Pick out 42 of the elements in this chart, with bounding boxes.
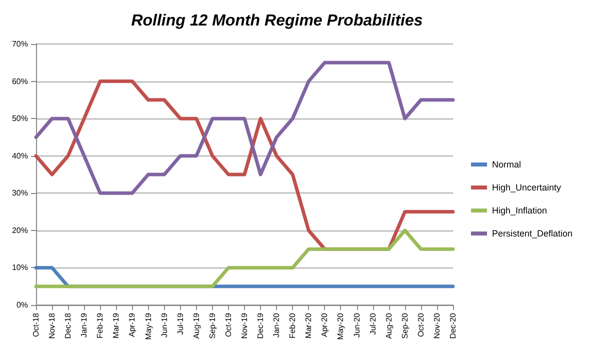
x-tick-label: Mar-19 xyxy=(112,312,121,338)
y-tick-label: 50% xyxy=(12,114,28,124)
x-tick-label: Jan-20 xyxy=(272,312,282,338)
x-tick-label: Oct-19 xyxy=(224,312,233,338)
x-tick-label: Dec-18 xyxy=(64,312,73,339)
x-tick-label: Sep-20 xyxy=(400,312,410,339)
x-tick-label: Nov-20 xyxy=(432,312,442,339)
y-tick-label: 70% xyxy=(12,40,28,48)
x-tick-label: Jul-19 xyxy=(176,312,185,335)
x-tick-label: Mar-20 xyxy=(304,312,314,338)
x-tick-label: Jun-19 xyxy=(160,312,169,338)
x-tick-label: Aug-19 xyxy=(192,312,201,339)
x-tick-label: Apr-19 xyxy=(128,312,137,338)
x-tick-label: Sep-19 xyxy=(208,312,217,339)
x-tick-label: Jul-20 xyxy=(368,312,378,335)
y-tick-label: 30% xyxy=(12,188,28,198)
legend-label: Persistent_Deflation xyxy=(492,228,573,238)
legend-label: High_Inflation xyxy=(492,206,548,216)
line-series xyxy=(34,228,455,288)
x-tick-label: Nov-18 xyxy=(48,312,57,339)
y-tick-label: 0% xyxy=(16,300,28,310)
x-tick-label: Apr-20 xyxy=(320,312,330,338)
x-tick-label: May-19 xyxy=(144,312,153,340)
y-tick-label: 20% xyxy=(12,226,28,235)
legend-label: Normal xyxy=(492,160,522,170)
x-tick-label: Feb-19 xyxy=(96,312,105,338)
chart-title: Rolling 12 Month Regime Probabilities xyxy=(131,12,423,30)
y-tick-label: 60% xyxy=(12,76,28,86)
x-tick-label: Jun-20 xyxy=(352,312,362,338)
x-tick-label: Jan-19 xyxy=(80,312,89,338)
x-tick-label: Oct-18 xyxy=(32,312,40,338)
x-tick-label: May-20 xyxy=(336,312,346,340)
y-tick-label: 40% xyxy=(12,151,28,160)
y-tick-label: 10% xyxy=(12,263,28,272)
x-tick-label: Dec-20 xyxy=(448,312,458,339)
x-tick-label: Dec-19 xyxy=(256,312,266,339)
x-tick-label: Nov-19 xyxy=(240,312,249,339)
legend-label: High_Uncertainty xyxy=(492,182,562,192)
line-series xyxy=(34,60,455,195)
x-tick-label: Oct-20 xyxy=(416,312,426,338)
x-tick-label: Feb-20 xyxy=(288,312,298,338)
x-tick-label: Aug-20 xyxy=(384,312,394,339)
